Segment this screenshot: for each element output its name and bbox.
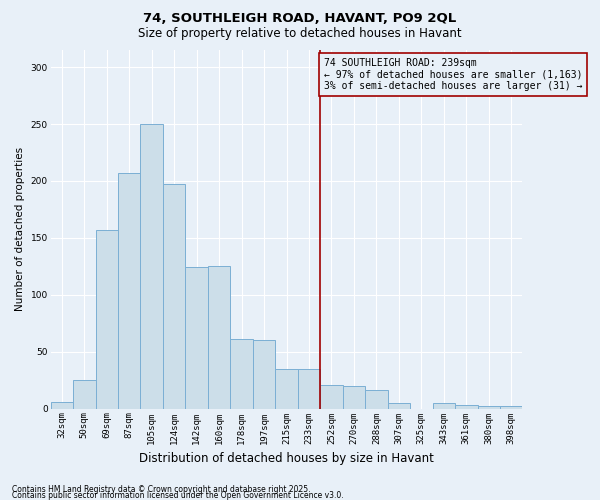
Bar: [365, 390, 388, 408]
Bar: [500, 406, 523, 408]
Text: Size of property relative to detached houses in Havant: Size of property relative to detached ho…: [138, 28, 462, 40]
Bar: [118, 173, 140, 408]
Bar: [163, 184, 185, 408]
Bar: [73, 380, 95, 408]
Bar: [298, 369, 320, 408]
Text: 74, SOUTHLEIGH ROAD, HAVANT, PO9 2QL: 74, SOUTHLEIGH ROAD, HAVANT, PO9 2QL: [143, 12, 457, 26]
Bar: [50, 402, 73, 408]
Bar: [388, 403, 410, 408]
Bar: [320, 384, 343, 408]
Text: Contains HM Land Registry data © Crown copyright and database right 2025.: Contains HM Land Registry data © Crown c…: [12, 485, 311, 494]
Bar: [253, 340, 275, 408]
Y-axis label: Number of detached properties: Number of detached properties: [15, 148, 25, 312]
Bar: [455, 405, 478, 408]
Bar: [140, 124, 163, 408]
Bar: [478, 406, 500, 408]
Bar: [275, 369, 298, 408]
X-axis label: Distribution of detached houses by size in Havant: Distribution of detached houses by size …: [139, 452, 434, 465]
Bar: [343, 386, 365, 408]
Bar: [185, 268, 208, 408]
Bar: [230, 339, 253, 408]
Bar: [433, 403, 455, 408]
Text: Contains public sector information licensed under the Open Government Licence v3: Contains public sector information licen…: [12, 490, 344, 500]
Bar: [95, 230, 118, 408]
Bar: [208, 266, 230, 408]
Text: 74 SOUTHLEIGH ROAD: 239sqm
← 97% of detached houses are smaller (1,163)
3% of se: 74 SOUTHLEIGH ROAD: 239sqm ← 97% of deta…: [323, 58, 582, 91]
